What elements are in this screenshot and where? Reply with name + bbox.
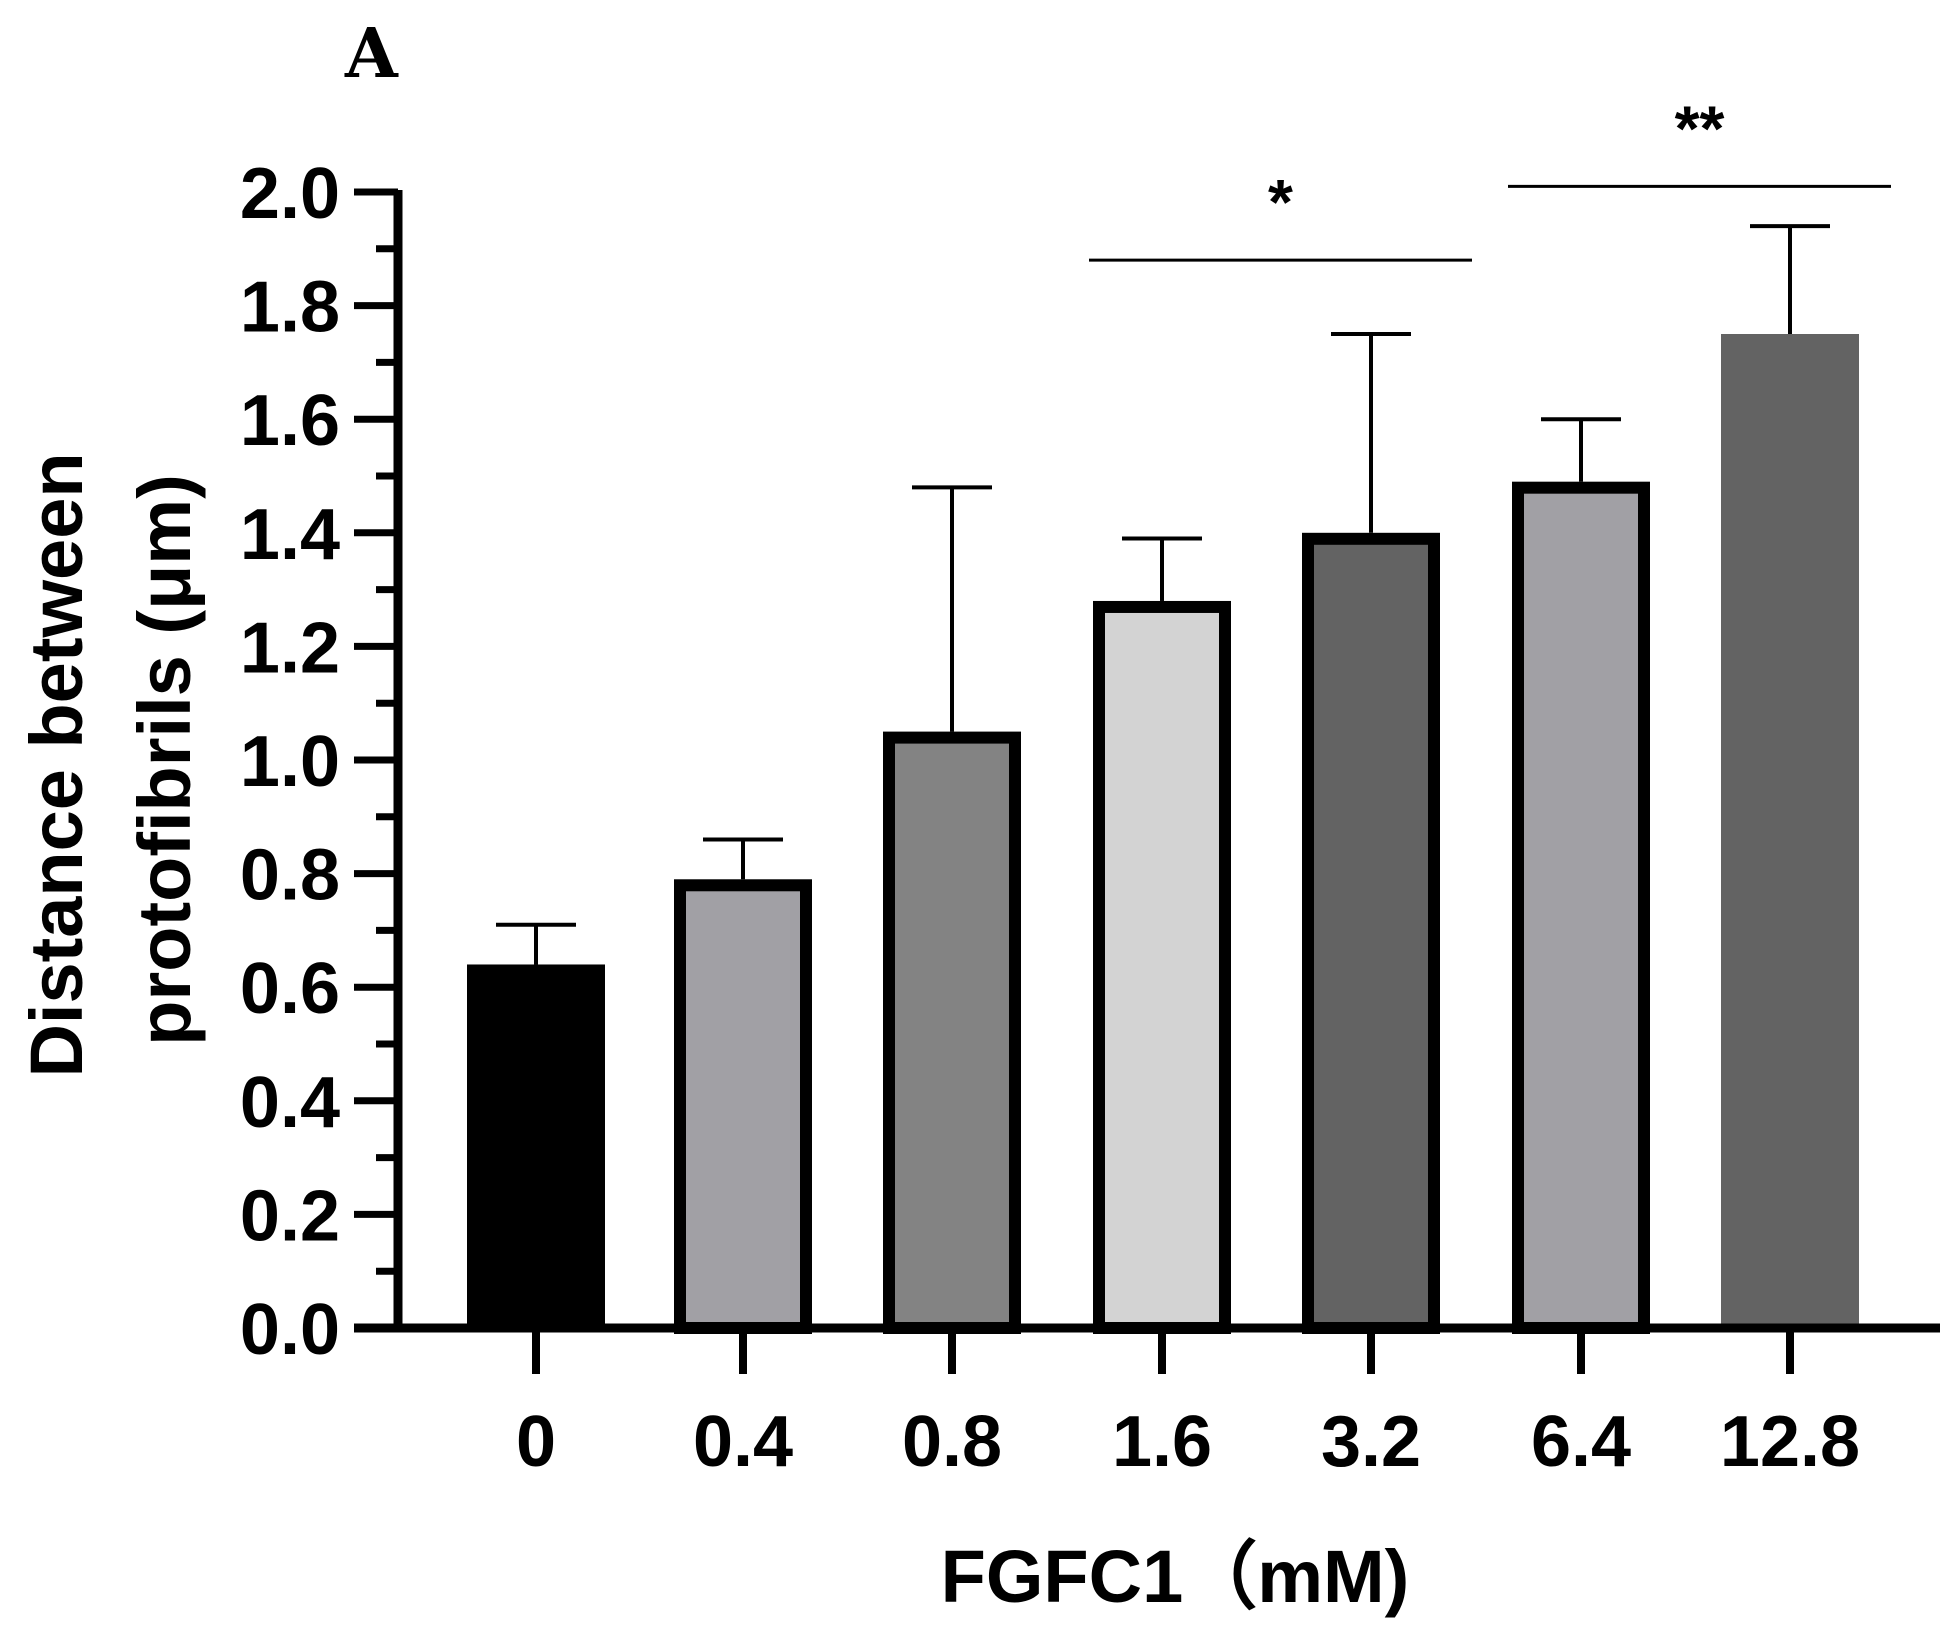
x-tick-label: 0.4 — [693, 1402, 793, 1482]
y-axis-title-line2: protofibrils (μm) — [123, 474, 206, 1045]
x-axis-title: FGFC1（mM) — [941, 1535, 1410, 1618]
y-tick-label: 1.0 — [240, 722, 340, 802]
significance-label: * — [1268, 166, 1293, 238]
y-axis-ticks: 0.0 0.2 0.4 0.6 0.8 1.0 1.2 1.4 1.6 1.8 2.0 — [240, 154, 398, 1370]
x-tick-label: 0 — [516, 1402, 556, 1482]
y-tick-label: 0.8 — [240, 836, 340, 916]
y-tick-label: 0.0 — [240, 1290, 340, 1370]
significance-annotations: *** — [1089, 92, 1891, 262]
x-tick-label: 0.8 — [902, 1402, 1002, 1482]
bar — [674, 879, 812, 1335]
y-tick-label: 1.6 — [240, 381, 340, 461]
y-axis-title-line1: Distance between — [15, 452, 98, 1077]
x-tick-label: 6.4 — [1531, 1402, 1631, 1482]
y-tick-label: 1.2 — [240, 608, 340, 688]
significance-label: ** — [1675, 92, 1725, 164]
y-tick-label: 1.8 — [240, 268, 340, 348]
x-axis-ticks: 0 0.4 0.8 1.6 3.2 6.4 12.8 — [516, 1328, 1860, 1482]
bar — [1302, 532, 1440, 1334]
y-tick-label: 0.2 — [240, 1176, 340, 1256]
error-bars — [496, 224, 1830, 965]
bar — [1512, 481, 1650, 1334]
x-tick-label: 1.6 — [1112, 1402, 1212, 1482]
panel-label: A — [344, 14, 399, 94]
x-tick-label: 12.8 — [1720, 1402, 1860, 1482]
bars — [467, 334, 1859, 1335]
bar — [1721, 334, 1859, 1328]
y-tick-label: 1.4 — [240, 495, 340, 575]
bar — [883, 731, 1021, 1334]
bar — [1093, 600, 1231, 1334]
y-tick-label: 0.4 — [240, 1063, 340, 1143]
bar — [467, 964, 605, 1328]
y-tick-label: 2.0 — [240, 154, 340, 234]
y-tick-label: 0.6 — [240, 949, 340, 1029]
x-tick-label: 3.2 — [1321, 1402, 1421, 1482]
